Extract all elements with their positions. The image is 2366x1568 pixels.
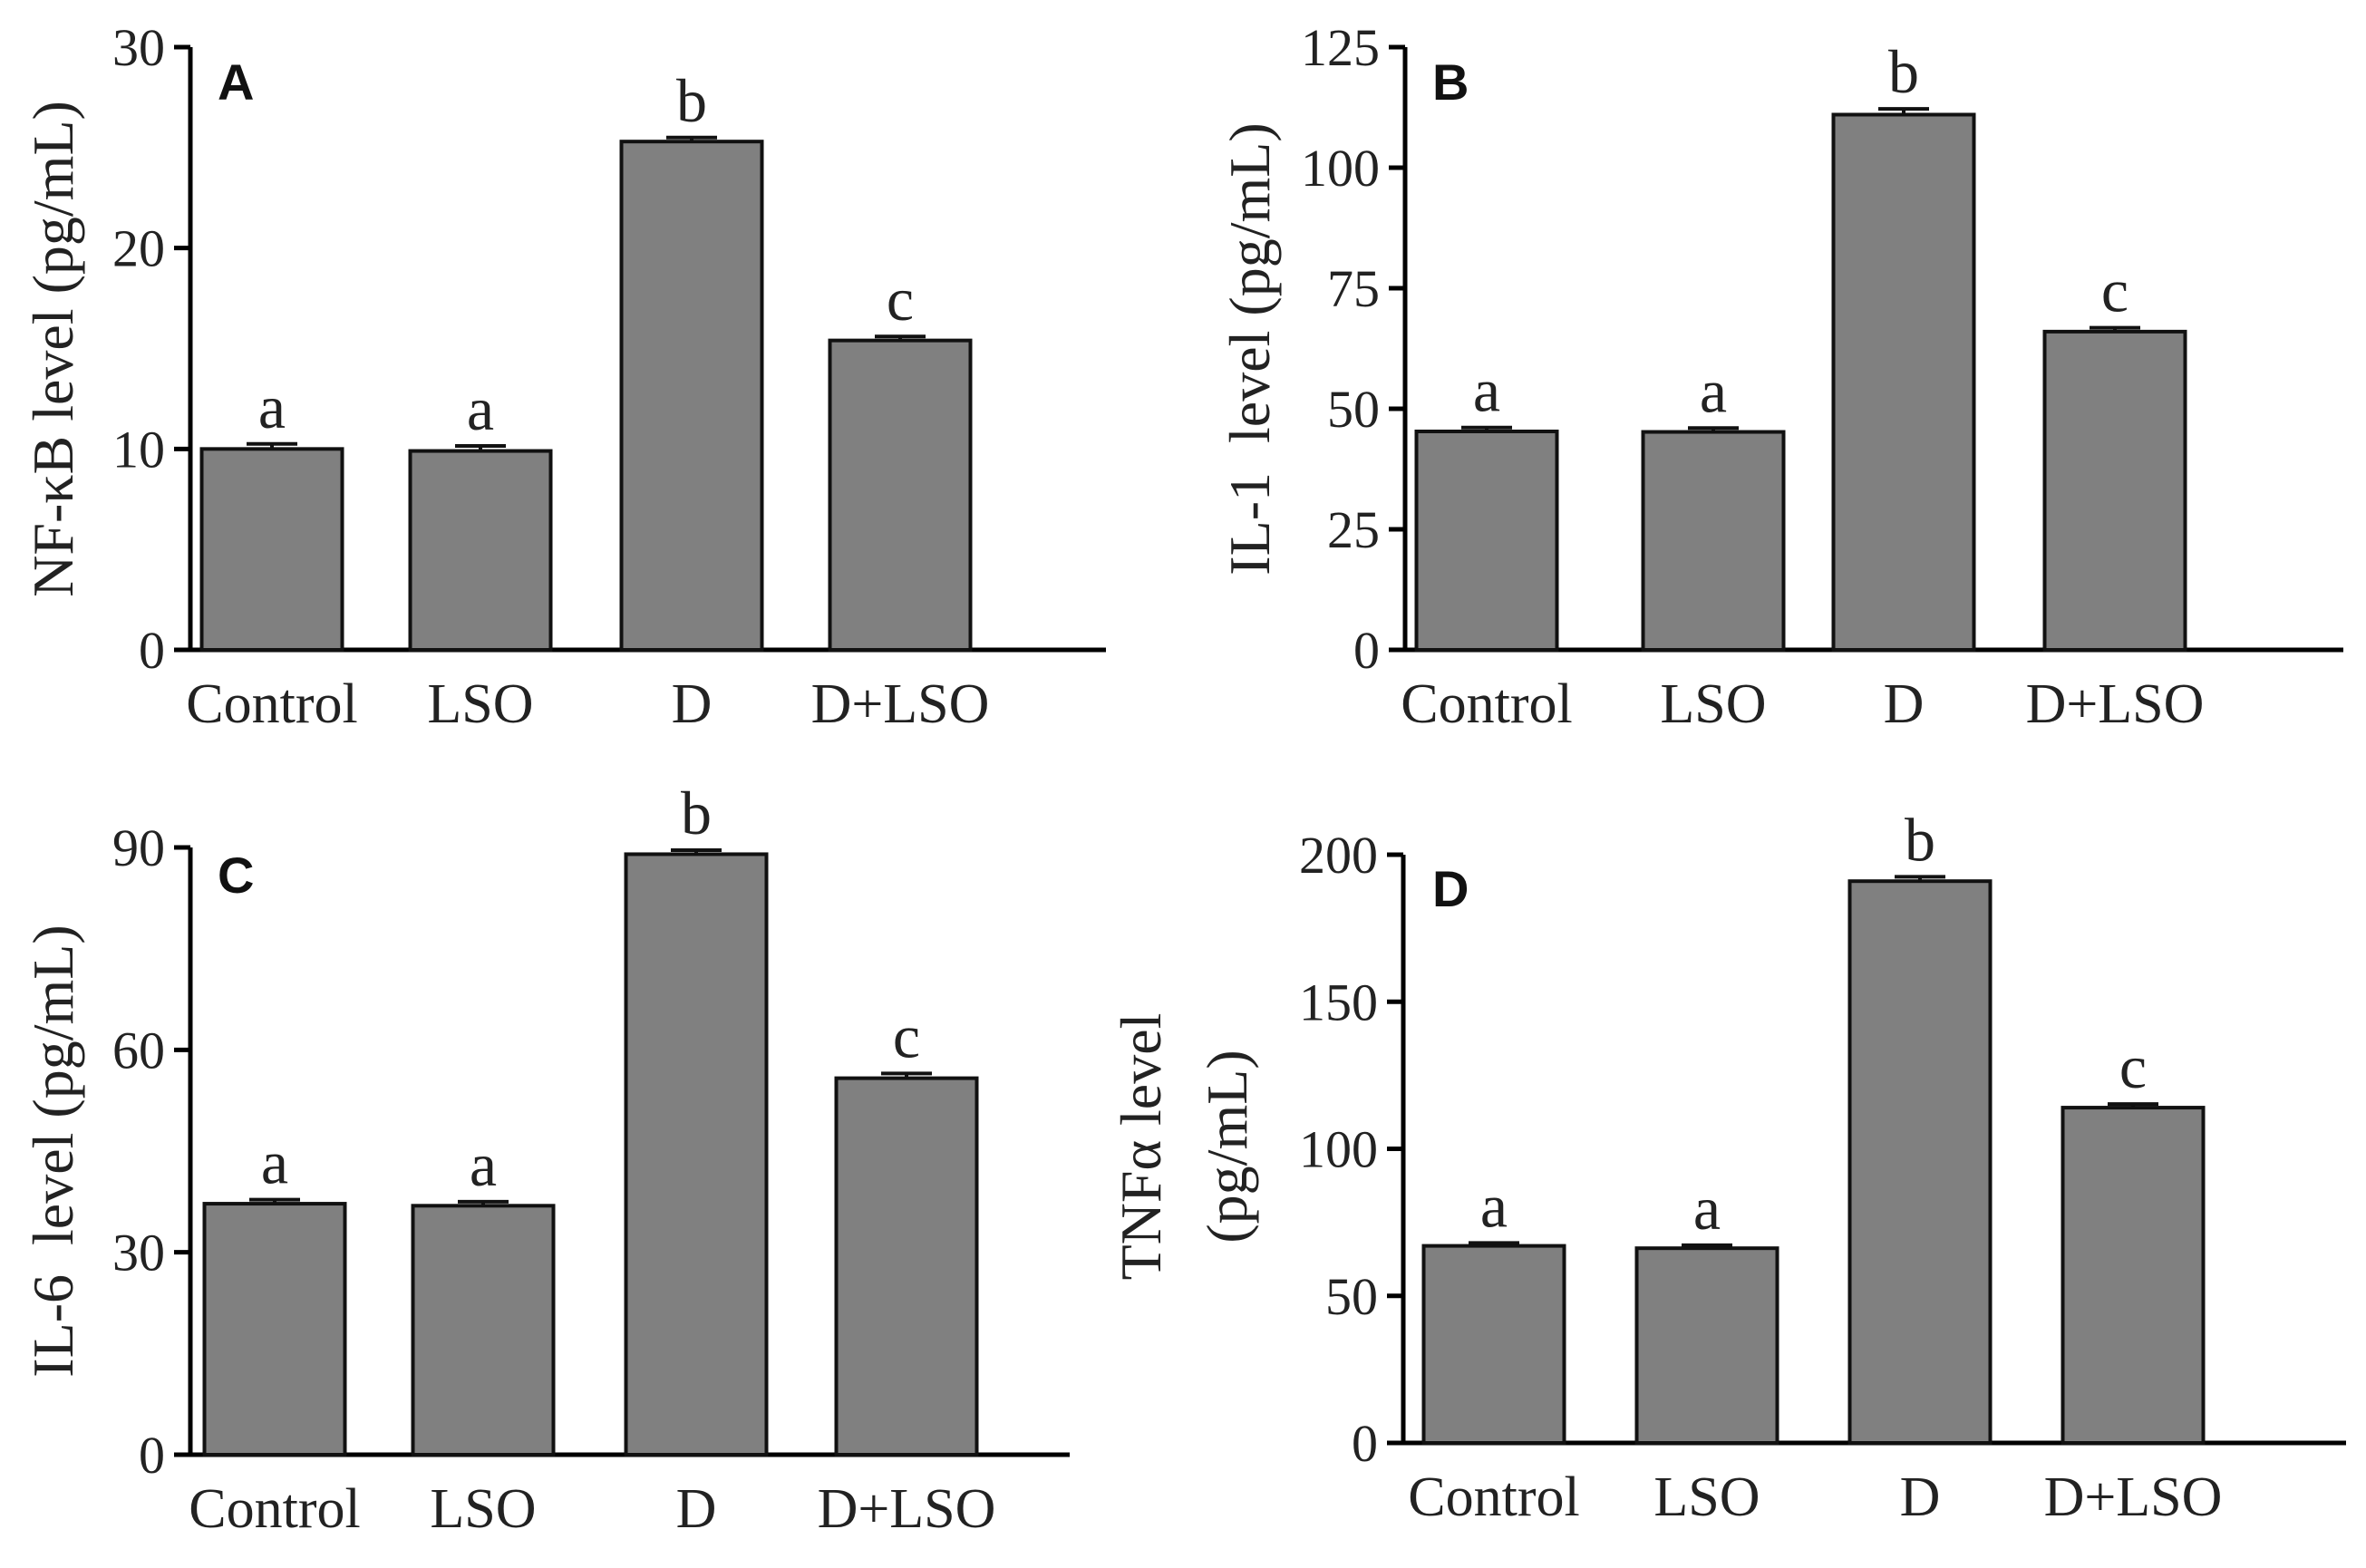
x-category-label: D+LSO: [2026, 673, 2205, 735]
bar-d-plus-lso: [2042, 329, 2187, 652]
y-axis-title: IL-6 level (pg/mL): [21, 924, 85, 1377]
x-category-label: Control: [186, 673, 357, 735]
x-category-label: LSO: [1653, 1466, 1760, 1528]
significance-label: b: [676, 66, 707, 135]
significance-label: b: [1905, 805, 1935, 874]
panel-b: 0 25 50 75 100 125 a Control a LSO b Dc D+LSO B IL-1 l…: [1217, 18, 2343, 735]
y-axis-title: (pg/mL): [1195, 1050, 1259, 1243]
x-category-label: Control: [189, 1478, 360, 1540]
x-category-label: D: [676, 1478, 717, 1540]
significance-label: c: [2101, 256, 2128, 325]
y-tick-label: 90: [112, 818, 165, 877]
x-category-label: LSO: [1660, 673, 1766, 735]
x-category-label: LSO: [430, 1478, 536, 1540]
x-category-label: D: [672, 673, 713, 735]
panel-letter: A: [218, 53, 254, 111]
bar-d-plus-lso: [2061, 1106, 2206, 1445]
bar-control: [1421, 1244, 1566, 1445]
bar-d: [1831, 112, 1976, 653]
panel-letter: C: [218, 847, 254, 904]
significance-label: b: [1888, 37, 1919, 106]
bar-d-plus-lso: [834, 1076, 979, 1457]
panel-letter: D: [1432, 860, 1469, 917]
x-category-label: LSO: [427, 673, 533, 735]
x-category-label: D+LSO: [811, 673, 990, 735]
y-tick-label: 30: [112, 1224, 165, 1282]
y-tick-label: 150: [1299, 973, 1378, 1031]
y-tick-label: 20: [112, 219, 165, 278]
bar-control: [199, 447, 344, 653]
bar-d: [624, 852, 769, 1457]
y-tick-label: 75: [1327, 259, 1380, 318]
y-tick-label: 30: [112, 18, 165, 77]
x-category-label: Control: [1401, 673, 1572, 735]
panel-letter: B: [1432, 53, 1469, 111]
x-category-label: Control: [1408, 1466, 1579, 1528]
bar-lso: [1641, 430, 1786, 653]
bar-lso: [1634, 1246, 1779, 1446]
panel-d: 0 50 100 150 200 a Control a LSO b Dc D+LSO D TNFα le…: [1109, 805, 2346, 1528]
panel-a: 0 10 20 30 a Control a LSO b Dc D+LSO A NF-κB level …: [21, 18, 1106, 735]
significance-label: a: [1700, 356, 1727, 425]
significance-label: a: [261, 1128, 288, 1197]
y-tick-label: 0: [139, 621, 165, 680]
y-tick-label: 0: [1352, 1414, 1378, 1473]
bar-control: [1414, 430, 1559, 652]
significance-label: a: [1480, 1171, 1508, 1240]
significance-label: a: [467, 374, 494, 443]
y-axis-title: TNFα level: [1109, 1013, 1173, 1281]
bar-d: [619, 140, 764, 652]
x-category-label: D+LSO: [2044, 1466, 2223, 1528]
bar-d: [1847, 879, 1993, 1445]
y-tick-label: 125: [1301, 18, 1380, 77]
x-category-label: D: [1884, 673, 1925, 735]
significance-label: c: [893, 1002, 920, 1070]
y-tick-label: 200: [1299, 826, 1378, 885]
y-tick-label: 0: [139, 1426, 165, 1485]
y-tick-label: 60: [112, 1021, 165, 1079]
significance-label: c: [2119, 1032, 2147, 1101]
y-tick-label: 25: [1327, 500, 1380, 559]
bar-lso: [408, 449, 553, 652]
y-axis-title: NF-κB level (pg/mL): [21, 101, 85, 597]
x-category-label: D+LSO: [818, 1478, 996, 1540]
y-axis-title: IL-1 level (pg/mL): [1217, 122, 1282, 575]
bar-lso: [411, 1204, 556, 1457]
significance-label: a: [258, 373, 286, 441]
bar-control: [202, 1202, 347, 1457]
significance-label: a: [1473, 356, 1500, 425]
significance-label: c: [887, 265, 914, 334]
significance-label: a: [1693, 1174, 1721, 1243]
significance-label: a: [470, 1130, 497, 1199]
bar-d-plus-lso: [828, 338, 973, 652]
y-tick-label: 50: [1325, 1267, 1378, 1326]
y-tick-label: 50: [1327, 380, 1380, 439]
x-category-label: D: [1900, 1466, 1941, 1528]
y-tick-label: 100: [1301, 139, 1380, 198]
y-tick-label: 10: [112, 420, 165, 479]
y-tick-label: 0: [1353, 621, 1380, 680]
significance-label: b: [681, 779, 712, 847]
panel-c: 0 30 60 90 a Control a LSO b Dc D+LSO C IL-6 level (…: [21, 779, 1070, 1540]
y-tick-label: 100: [1299, 1120, 1378, 1179]
